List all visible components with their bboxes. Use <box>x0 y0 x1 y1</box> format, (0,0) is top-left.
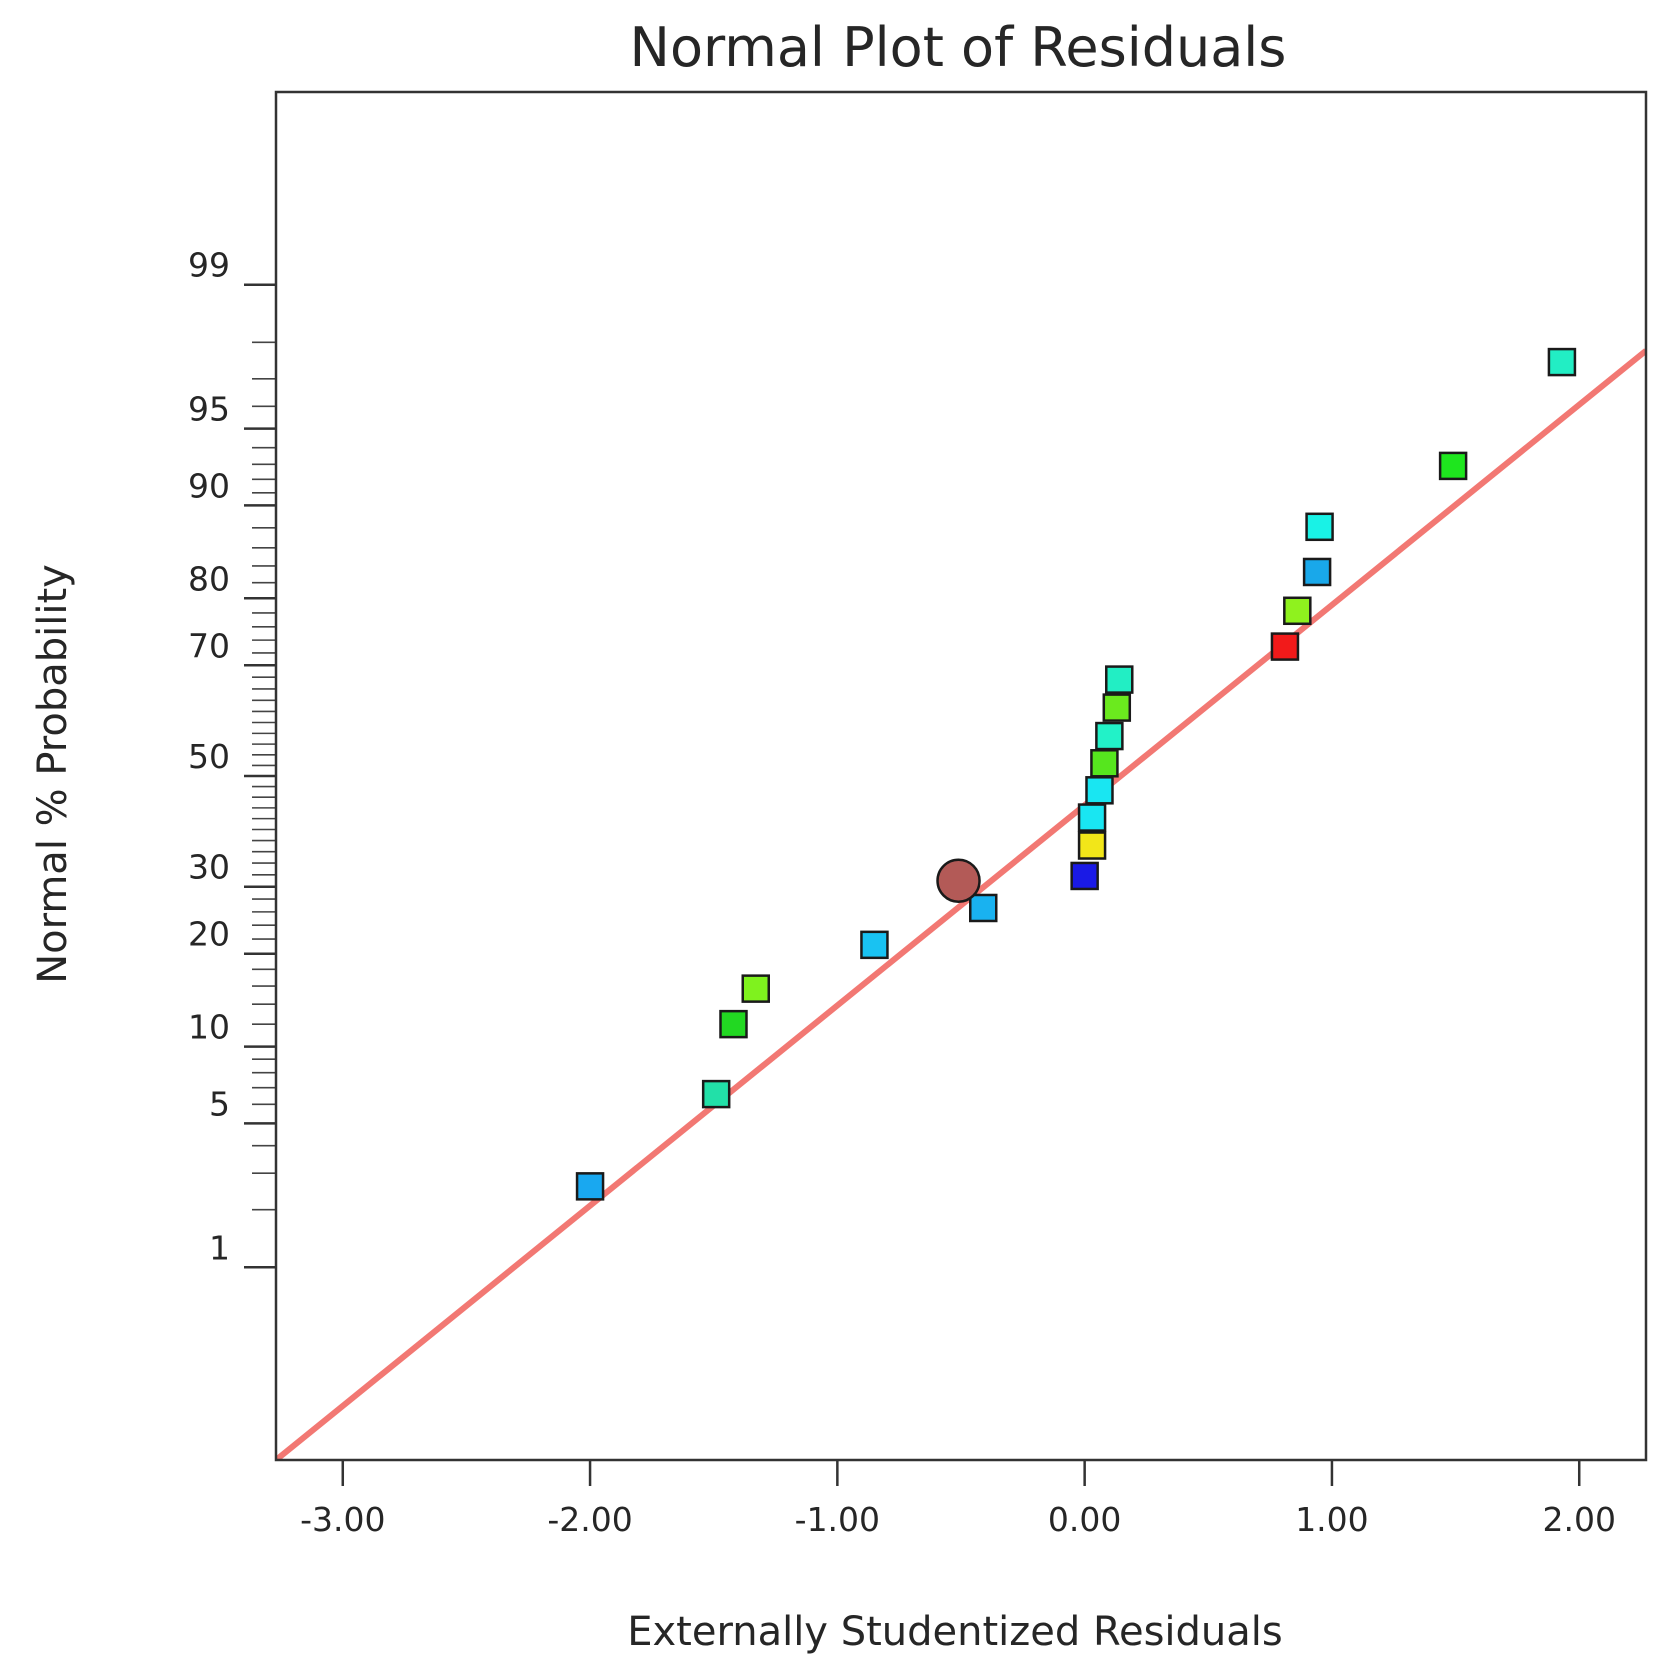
data-point-13[interactable] <box>1105 665 1134 694</box>
data-point-12[interactable] <box>1102 693 1132 722</box>
highlighted-point[interactable] <box>936 858 981 903</box>
x-tick-label: -1.00 <box>795 1500 880 1539</box>
fit-line-layer <box>276 348 1646 1460</box>
x-tick-label: 1.00 <box>1295 1500 1368 1539</box>
data-point-7[interactable] <box>1077 831 1107 860</box>
y-tick-label: 95 <box>188 390 230 429</box>
data-point-5[interactable] <box>969 893 998 923</box>
data-point-0[interactable] <box>575 1172 605 1201</box>
chart-title: Normal Plot of Residuals <box>630 16 1287 79</box>
data-point-19[interactable] <box>1547 347 1577 377</box>
data-point-15[interactable] <box>1283 596 1312 626</box>
data-point-10[interactable] <box>1090 749 1119 778</box>
data-point-4[interactable] <box>860 930 889 960</box>
x-tick-label: 0.00 <box>1048 1500 1121 1539</box>
y-tick-label: 90 <box>188 466 230 505</box>
data-points-layer <box>575 347 1577 1201</box>
data-point-3[interactable] <box>741 974 770 1003</box>
y-axis-title: Normal % Probability <box>30 564 76 984</box>
data-point-8[interactable] <box>1077 803 1107 832</box>
x-tick-label: -3.00 <box>300 1500 385 1539</box>
plot-frame <box>274 90 1648 1462</box>
data-point-18[interactable] <box>1438 451 1468 481</box>
x-tick-label: 2.00 <box>1542 1500 1615 1539</box>
data-point-1[interactable] <box>701 1079 731 1109</box>
data-point-16[interactable] <box>1302 557 1332 587</box>
x-tick-label: -2.00 <box>547 1500 632 1539</box>
data-point-14[interactable] <box>1270 632 1300 661</box>
fit-line <box>276 348 1646 1460</box>
data-point-17[interactable] <box>1305 512 1334 542</box>
y-tick-label: 99 <box>188 246 230 285</box>
y-tick-label: 5 <box>209 1084 230 1123</box>
data-point-6[interactable] <box>1070 861 1099 891</box>
y-tick-label: 70 <box>188 626 230 665</box>
y-tick-label: 50 <box>188 737 230 776</box>
y-tick-label: 10 <box>188 1008 230 1047</box>
y-tick-label: 80 <box>188 559 230 598</box>
axis-ticks: -3.00 -2.00 -1.00 0.00 1.00 2.00 1 5 10 20 30 50 70 8… <box>188 246 1616 1539</box>
x-axis-title: Externally Studentized Residuals <box>627 1609 1283 1655</box>
y-tick-label: 1 <box>209 1228 230 1267</box>
y-tick-label: 30 <box>188 848 230 887</box>
y-tick-label: 20 <box>188 915 230 954</box>
data-point-9[interactable] <box>1085 776 1114 805</box>
data-point-2[interactable] <box>719 1009 748 1039</box>
data-point-11[interactable] <box>1095 721 1124 751</box>
